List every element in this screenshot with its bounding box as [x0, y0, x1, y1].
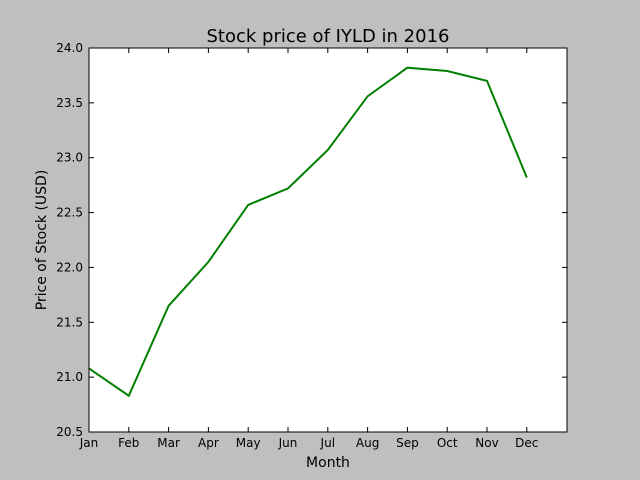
- plot-frame: [88, 47, 568, 433]
- y-tick-label: 24.0: [56, 41, 83, 55]
- y-tick-label: 20.5: [56, 425, 83, 439]
- x-tick-label: Jul: [320, 436, 335, 450]
- series-line: [88, 66, 528, 398]
- x-tick-label: May: [236, 436, 261, 450]
- y-tick-label: 22.0: [56, 260, 83, 274]
- y-axis-title: Price of Stock (USD): [34, 170, 50, 311]
- x-axis-title: Month: [306, 455, 350, 471]
- series-line-group: [88, 66, 528, 398]
- x-tick-label: Apr: [198, 436, 219, 450]
- x-tick-label: Aug: [356, 436, 379, 450]
- plot-area: [89, 48, 567, 432]
- y-tick-label: 22.5: [56, 206, 83, 220]
- x-tick-label: Sep: [396, 436, 419, 450]
- tick-labels: 20.5 21.0 21.5 22.0 22.5 23.0 23.5 24.0 Jan Feb Ma…: [56, 41, 538, 450]
- chart-title: Stock price of IYLD in 2016: [207, 26, 450, 47]
- y-tick-label: 21.5: [56, 315, 83, 329]
- series-layer: [88, 66, 528, 398]
- y-tick-label: 21.0: [56, 370, 83, 384]
- x-tick-label: Jan: [79, 436, 99, 450]
- axis-ticks: [88, 47, 567, 433]
- x-tick-label: Dec: [515, 436, 538, 450]
- y-tick-label: 23.0: [56, 151, 83, 165]
- y-tick-label: 23.5: [56, 96, 83, 110]
- x-tick-label: Jun: [278, 436, 298, 450]
- x-tick-label: Mar: [157, 436, 180, 450]
- x-tick-label: Oct: [437, 436, 458, 450]
- x-tick-label: Feb: [118, 436, 139, 450]
- x-tick-label: Nov: [475, 436, 498, 450]
